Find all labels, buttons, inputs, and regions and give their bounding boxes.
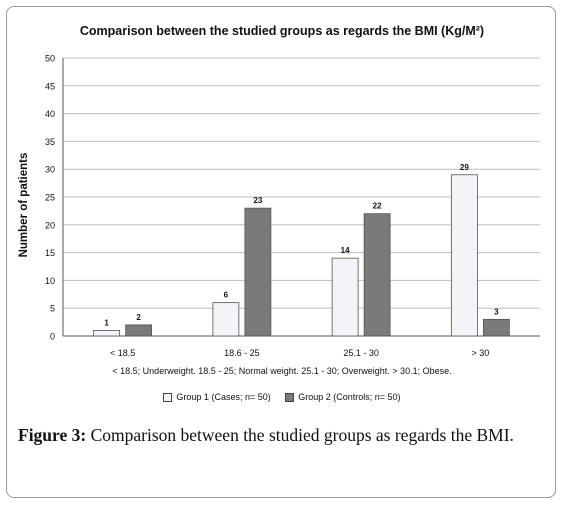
legend-item-group-2: Group 2 (Controls; n= 50) [285, 392, 401, 402]
data-label: 3 [494, 307, 499, 316]
y-tick-label: 25 [45, 193, 55, 203]
bar-group-1 [212, 302, 240, 337]
legend-item-group-1: Group 1 (Cases; n= 50) [163, 392, 271, 402]
x-tick-label: < 18.5 [110, 348, 135, 358]
figure-label: Figure 3: [18, 425, 87, 445]
data-label: 2 [136, 313, 141, 322]
data-label: 6 [224, 291, 229, 300]
data-label: 29 [460, 163, 469, 172]
bar-group-2 [244, 207, 272, 337]
chart-title: Comparison between the studied groups as… [79, 24, 485, 38]
y-tick-label: 35 [45, 137, 55, 147]
data-label: 1 [104, 318, 109, 327]
bar-group-2 [482, 318, 510, 337]
y-tick-label: 40 [45, 109, 55, 119]
bar-group-1 [93, 330, 121, 337]
legend: Group 1 (Cases; n= 50) Group 2 (Controls… [0, 392, 564, 404]
figure-caption: Figure 3: Comparison between the studied… [18, 424, 548, 446]
legend-swatch-group-1 [163, 392, 173, 402]
bar-group-1 [450, 174, 478, 337]
figure-caption-text: Comparison between the studied groups as… [86, 425, 514, 445]
data-label: 22 [373, 202, 382, 211]
legend-label-group-2: Group 2 (Controls; n= 50) [298, 392, 401, 402]
bar-group-1 [331, 257, 359, 337]
legend-label-group-1: Group 1 (Cases; n= 50) [176, 392, 271, 402]
y-tick-label: 0 [50, 332, 55, 342]
y-tick-label: 45 [45, 81, 55, 91]
y-tick-label: 10 [45, 276, 55, 286]
y-tick-label: 50 [45, 54, 55, 64]
y-tick-label: 15 [45, 248, 55, 258]
data-label: 14 [341, 246, 350, 255]
data-label: 23 [253, 196, 262, 205]
bmi-category-note: < 18.5; Underweight. 18.5 - 25; Normal w… [112, 366, 452, 376]
x-tick-label: > 30 [471, 348, 489, 358]
legend-swatch-group-2 [285, 392, 295, 402]
y-tick-label: 30 [45, 165, 55, 175]
bar-group-2 [363, 213, 391, 337]
y-tick-label: 20 [45, 220, 55, 230]
y-tick-label: 5 [50, 304, 55, 314]
x-tick-label: 25.1 - 30 [343, 348, 379, 358]
bar-group-2 [125, 324, 153, 337]
x-tick-label: 18.6 - 25 [224, 348, 260, 358]
